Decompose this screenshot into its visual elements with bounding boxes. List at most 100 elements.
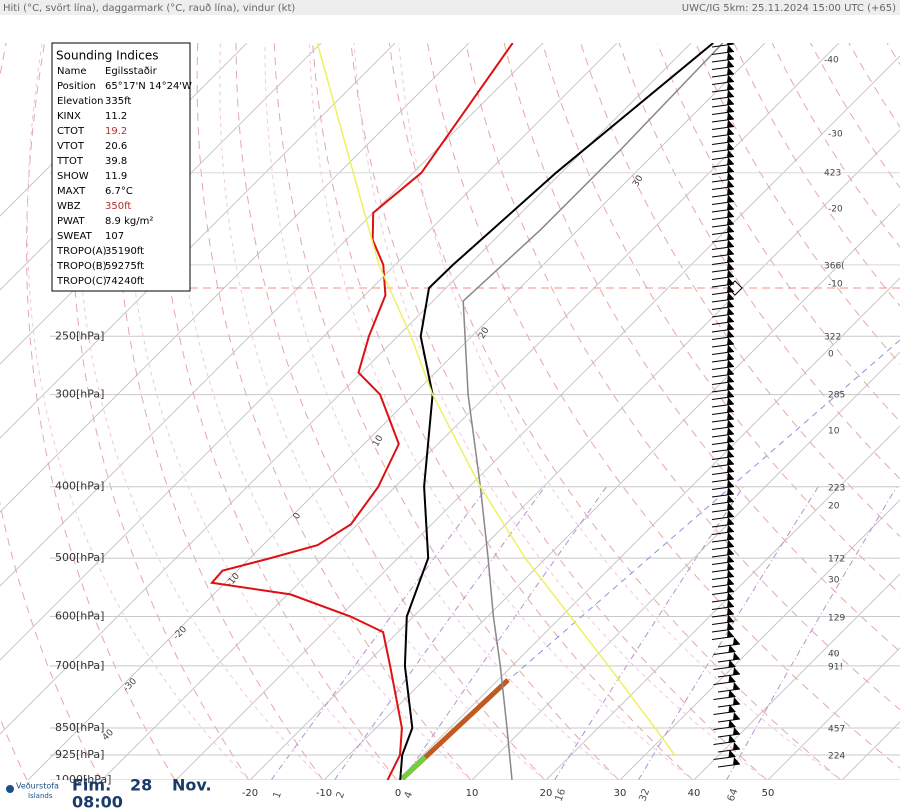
x-tick-label: 50 (762, 788, 775, 799)
mixing-ratio-line (334, 486, 546, 780)
barb-flag (727, 614, 734, 623)
wind-barb (711, 119, 735, 130)
barb-flag (728, 719, 736, 728)
wind-barb (711, 524, 735, 535)
wind-barb (711, 502, 735, 513)
right-label: 20 (828, 502, 840, 512)
indices-title: Sounding Indices (56, 49, 159, 63)
barb-flag (727, 352, 734, 360)
wind-barb (717, 667, 741, 678)
barb-flag (727, 599, 734, 608)
barb-flag (727, 569, 734, 578)
isotherm (175, 55, 900, 780)
wind-barb (711, 217, 735, 228)
barb-flag (727, 554, 734, 563)
barb-flag (727, 172, 734, 180)
isotherm (397, 277, 900, 780)
barb-flag (727, 89, 734, 98)
barb-flag (727, 179, 734, 188)
wind-barb (713, 659, 736, 670)
dry-adiabat (541, 43, 900, 595)
logo-text: Veðurstofa (16, 782, 59, 791)
barb-flag (727, 202, 734, 210)
isotherm (0, 43, 174, 217)
barb-flag (727, 547, 734, 555)
barb-flag (727, 97, 734, 105)
barb-flag (727, 127, 734, 135)
wind-barb (713, 704, 736, 715)
wind-barb (711, 329, 735, 340)
x-tick-label: 10 (466, 788, 479, 799)
wind-barb (711, 389, 735, 400)
right-label: -20 (828, 205, 843, 215)
barb-flag (727, 337, 734, 345)
barb-flag (727, 314, 734, 323)
indices-frame (51, 42, 191, 292)
barb-flag (733, 637, 740, 645)
logo-icon (6, 785, 14, 793)
diagram-label: 30 (631, 174, 646, 189)
dry-adiabat (618, 43, 900, 480)
wind-barb (711, 82, 735, 93)
wind-barb (711, 67, 735, 78)
y-tick-label: 300[hPa] (55, 388, 104, 401)
index-value: 39.8 (105, 156, 127, 167)
mixing-ratio-label: 4 (403, 790, 416, 800)
barb-flag (727, 269, 734, 278)
barb-flag (727, 277, 734, 285)
wind-barb (711, 562, 735, 573)
dry-adiabat (273, 43, 620, 780)
profile-line (209, 43, 514, 780)
wind-barb (717, 652, 741, 663)
isotherm (0, 43, 618, 661)
wind-barb (711, 89, 735, 100)
profile-line (316, 43, 676, 756)
wind-barb (711, 517, 735, 528)
index-value: 20.6 (105, 141, 127, 152)
index-value: 74240ft (105, 276, 144, 287)
barb-flag (727, 472, 734, 480)
wind-barb (711, 43, 735, 48)
y-tick-label: 600[hPa] (55, 609, 104, 622)
wind-barb (711, 307, 735, 318)
wind-barb (717, 712, 741, 723)
barb-flag (727, 217, 734, 225)
barb-flag (727, 43, 734, 45)
right-label: 223 (828, 484, 845, 494)
dry-adiabat (810, 43, 900, 189)
x-tick-label: 30 (614, 788, 627, 799)
dry-adiabat (733, 43, 900, 307)
dry-adiabat (156, 43, 398, 780)
barb-flag (727, 494, 734, 503)
wind-barb (711, 202, 735, 213)
wind-barb (711, 232, 735, 243)
y-tick-label: 400[hPa] (55, 480, 104, 493)
wind-barb (711, 112, 735, 123)
footer: Veðurstofa Íslands Fim. 28 Nov. 08:00 (0, 776, 212, 808)
mixing-ratio-label: 32 (638, 787, 653, 803)
right-label: -10 (828, 280, 843, 290)
wind-barb (711, 472, 735, 483)
barb-flag (727, 67, 734, 75)
dry-adiabat (503, 43, 900, 653)
index-value: 107 (105, 231, 124, 242)
index-value: 19.2 (105, 126, 127, 137)
wind-barb (711, 149, 735, 160)
index-label: SHOW (57, 171, 89, 182)
dry-adiabat (0, 716, 28, 780)
barb-flag (727, 449, 734, 458)
wind-barb (711, 367, 735, 378)
barb-flag (727, 292, 734, 300)
diagram-label: -30 (122, 676, 140, 694)
isotherm (0, 43, 396, 439)
index-label: Position (57, 81, 96, 92)
wind-barb (711, 322, 735, 333)
wind-barb (711, 284, 735, 295)
profile-line (462, 43, 724, 780)
wind-barb (717, 697, 741, 708)
barb-flag (727, 464, 734, 473)
barb-flag (727, 119, 734, 128)
header-left: Hiti (°C, svört lína), daggarmark (°C, r… (3, 2, 295, 14)
